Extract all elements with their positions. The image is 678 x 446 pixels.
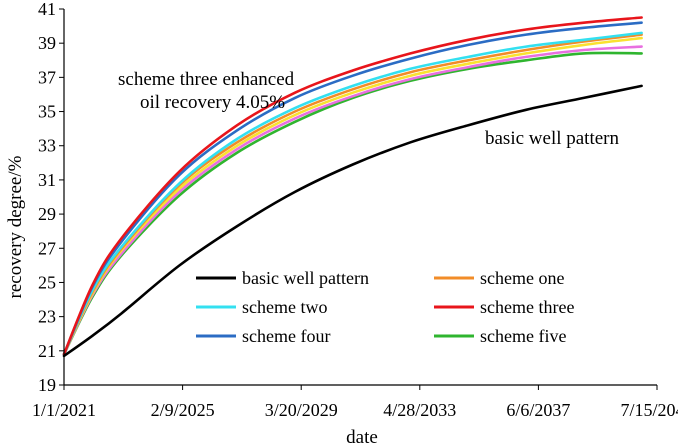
y-axis-ticks: 19 21 23 25 27 29 31 33 35 37 39 41 (38, 0, 64, 395)
y-tick-label: 27 (38, 238, 56, 258)
x-axis-ticks: 1/1/2021 2/9/2025 3/20/2029 4/28/2033 6/6/20… (32, 385, 678, 420)
series-line-scheme-four (62, 21, 643, 356)
series-line-scheme-two (62, 31, 643, 356)
axes (63, 9, 657, 386)
x-tick-label: 6/6/2037 (506, 400, 570, 420)
y-tick-label: 33 (38, 136, 56, 156)
y-tick-label: 39 (38, 33, 56, 53)
y-tick-label: 25 (38, 272, 56, 292)
y-tick-label: 19 (38, 375, 56, 395)
annotation-scheme-three-line1: scheme three enhanced (118, 69, 295, 90)
y-tick-label: 23 (38, 307, 56, 327)
legend-label-basic-well-pattern: basic well pattern (242, 268, 369, 288)
legend-label-scheme-two: scheme two (242, 297, 327, 317)
y-tick-label: 35 (38, 102, 56, 122)
y-axis-title: recovery degree/% (5, 155, 26, 298)
annotation-basic-well-pattern: basic well pattern (485, 128, 620, 149)
y-tick-label: 41 (38, 0, 56, 19)
x-tick-label: 1/1/2021 (32, 400, 96, 420)
x-tick-label: 3/20/2029 (265, 400, 338, 420)
y-tick-label: 37 (38, 67, 56, 87)
legend-label-scheme-one: scheme one (480, 268, 564, 288)
legend-label-scheme-three: scheme three (480, 297, 574, 317)
annotations: scheme three enhanced oil recovery 4.05%… (118, 69, 620, 149)
legend-label-scheme-four: scheme four (242, 326, 330, 346)
series-line-scheme-three (62, 16, 643, 356)
series-layer (62, 16, 643, 358)
series-line-magenta (62, 45, 643, 356)
x-tick-label: 2/9/2025 (151, 400, 215, 420)
x-tick-label: 7/15/2041 (620, 400, 678, 420)
legend: basic well pattern scheme one scheme two… (196, 268, 574, 346)
y-tick-label: 29 (38, 204, 56, 224)
x-axis-title: date (346, 427, 378, 446)
y-tick-label: 21 (38, 341, 56, 361)
legend-label-scheme-five: scheme five (480, 326, 566, 346)
annotation-scheme-three-line2: oil recovery 4.05% (140, 92, 285, 113)
y-tick-label: 31 (38, 170, 56, 190)
x-tick-label: 4/28/2033 (383, 400, 456, 420)
series-line-basic-well-pattern (62, 84, 643, 358)
